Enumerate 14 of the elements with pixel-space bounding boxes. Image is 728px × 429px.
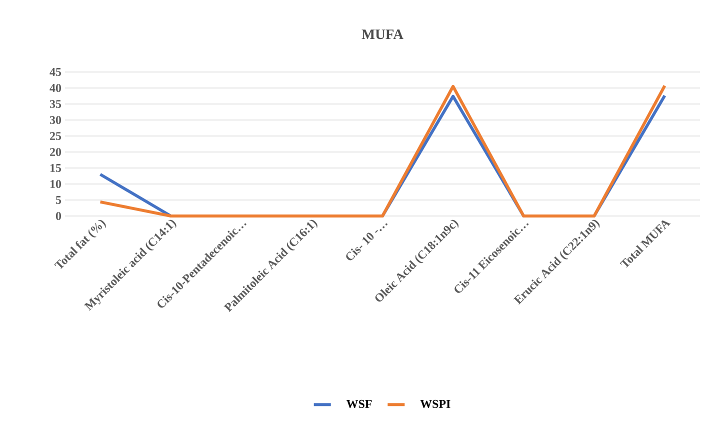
- y-tick-label: 20: [50, 148, 62, 156]
- x-tick-label: Cis- 10 -…: [346, 223, 388, 260]
- chart-title: MUFA: [362, 30, 404, 40]
- y-tick-label: 30: [50, 116, 62, 124]
- y-tick-label: 10: [50, 180, 62, 188]
- y-tick-label: 35: [50, 100, 62, 108]
- y-tick-label: 0: [56, 212, 62, 220]
- y-tick-label: 5: [56, 196, 62, 204]
- y-tick-label: 25: [50, 132, 62, 140]
- legend-label: WSPI: [420, 400, 450, 408]
- y-tick-label: 45: [50, 68, 62, 76]
- y-tick-label: 40: [50, 84, 62, 92]
- legend-label: WSF: [346, 400, 372, 408]
- y-tick-label: 15: [50, 164, 62, 172]
